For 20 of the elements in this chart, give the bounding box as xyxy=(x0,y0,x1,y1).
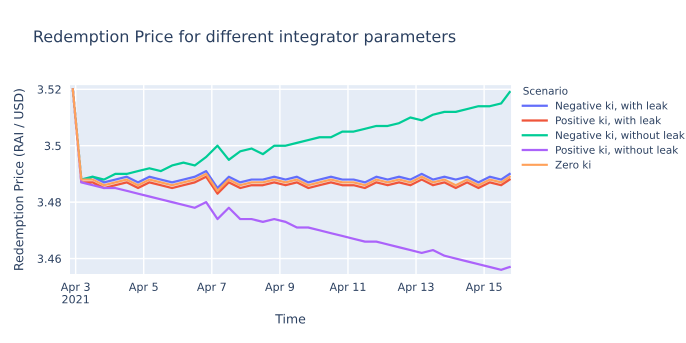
y-tick-label: 3.46 xyxy=(38,254,61,263)
x-tick-label: Apr 13 xyxy=(398,282,434,294)
y-tick-label: 3.48 xyxy=(38,198,61,207)
x-tick-label: Apr 11 xyxy=(330,282,366,294)
y-axis-title: Redemption Price (RAI / USD) xyxy=(14,89,26,270)
y-tick-label: 3.5 xyxy=(44,142,61,150)
x-tick-label: Apr 15 xyxy=(466,282,502,294)
x-tick-label: Apr 7 xyxy=(196,282,226,294)
y-tick-label: 3.52 xyxy=(38,85,61,94)
legend-label: Negative ki, without leak xyxy=(556,130,685,142)
x-tick-label: Apr 9 xyxy=(265,282,294,294)
legend-label: Zero ki xyxy=(556,160,590,169)
chart-title: Redemption Price for different integrator parameters xyxy=(34,30,456,46)
x-axis-title: Time xyxy=(275,314,306,324)
legend-title: Scenario xyxy=(523,86,568,95)
legend-label: Positive ki, without leak xyxy=(556,146,678,155)
x-tick-label: Apr 5 xyxy=(128,282,158,294)
legend-label: Positive ki, with leak xyxy=(556,116,662,126)
legend-label: Negative ki, with leak xyxy=(556,101,668,112)
x-tick-label: Apr 3 2021 xyxy=(60,282,90,304)
